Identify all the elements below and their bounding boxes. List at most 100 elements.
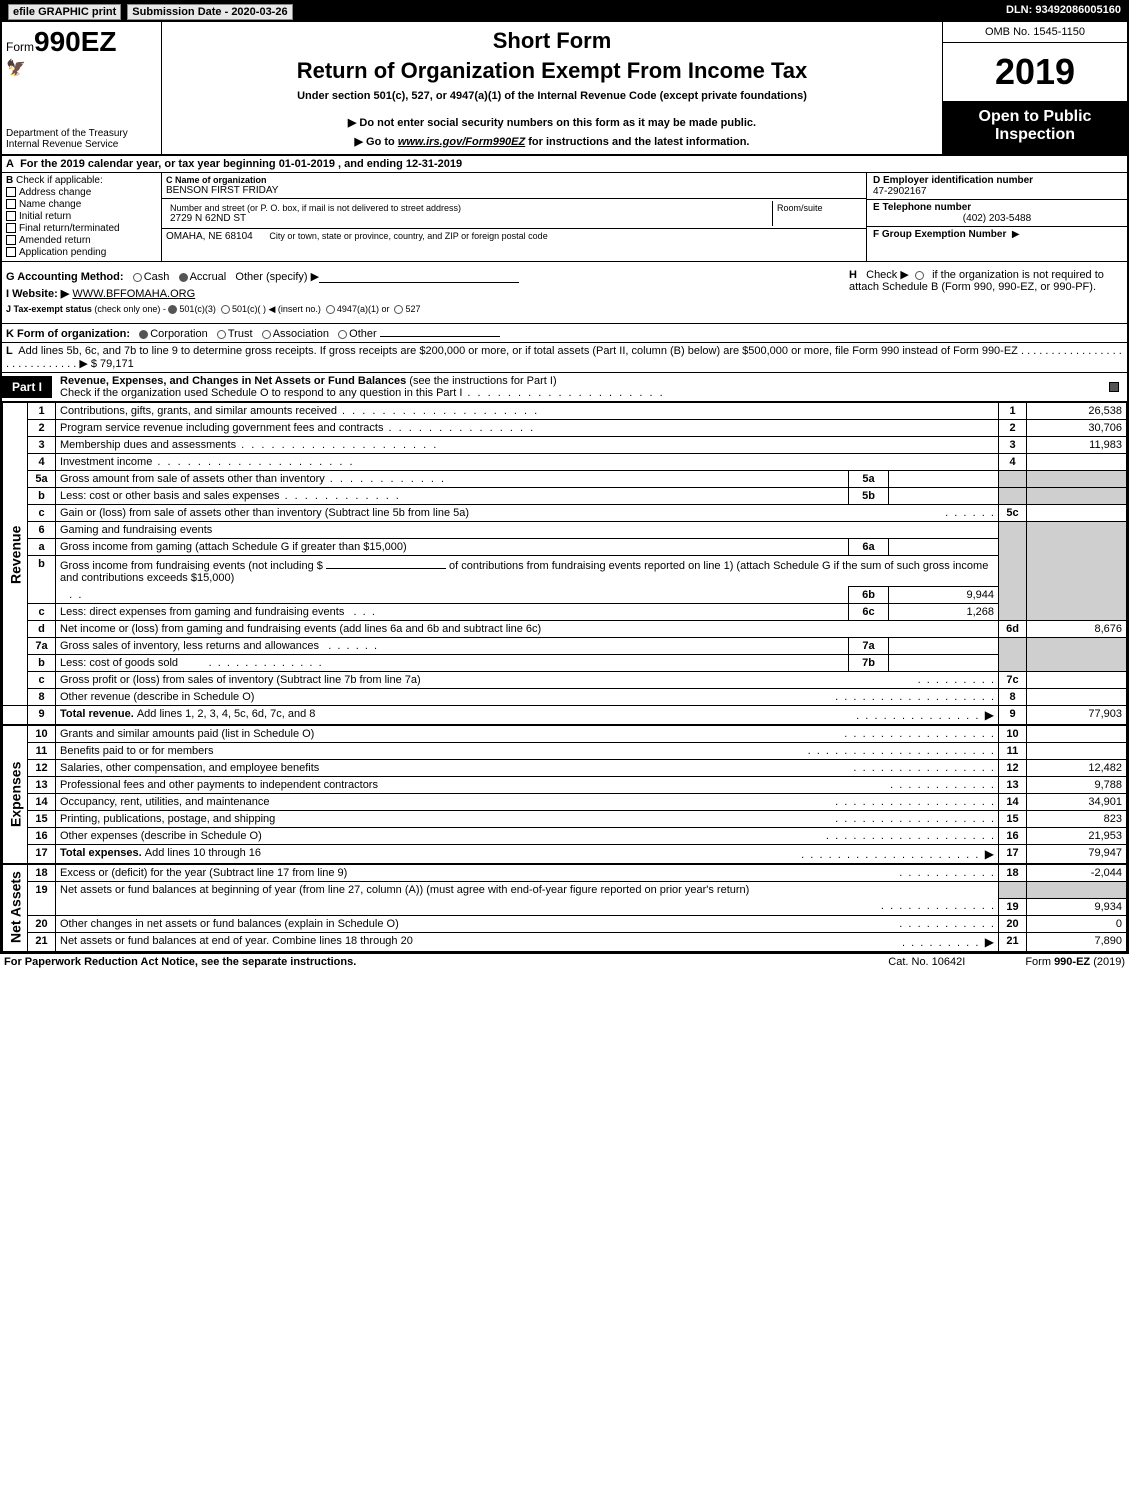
line-6a-subamt bbox=[889, 539, 999, 556]
phone-value: (402) 203-5488 bbox=[873, 213, 1121, 224]
line-10-amount bbox=[1027, 725, 1127, 743]
line-5c-amount bbox=[1027, 505, 1127, 522]
line-21-amount: 7,890 bbox=[1027, 932, 1127, 951]
line-20-num: 20 bbox=[28, 915, 56, 932]
chk-final-return[interactable]: Final return/terminated bbox=[6, 223, 157, 234]
other-org-input[interactable] bbox=[380, 326, 500, 337]
line-12-box: 12 bbox=[999, 760, 1027, 777]
line-8-box: 8 bbox=[999, 689, 1027, 706]
grey-cell bbox=[1027, 522, 1127, 539]
line-3-num: 3 bbox=[28, 437, 56, 454]
goto-link[interactable]: www.irs.gov/Form990EZ bbox=[398, 136, 525, 148]
part-i-title-suffix: (see the instructions for Part I) bbox=[409, 375, 556, 387]
line-20-amount: 0 bbox=[1027, 915, 1127, 932]
grey-cell bbox=[1027, 488, 1127, 505]
line-13-amount: 9,788 bbox=[1027, 777, 1127, 794]
line-7c-desc: Gross profit or (loss) from sales of inv… bbox=[60, 674, 421, 686]
line-18-amount: -2,044 bbox=[1027, 864, 1127, 882]
line-5b-desc: Less: cost or other basis and sales expe… bbox=[60, 490, 401, 502]
line-h: H Check ▶ if the organization is not req… bbox=[843, 266, 1123, 319]
line-6c-subbox: 6c bbox=[849, 604, 889, 621]
chk-address-change[interactable]: Address change bbox=[6, 187, 157, 198]
chk-initial-return[interactable]: Initial return bbox=[6, 211, 157, 222]
grey-cell bbox=[1027, 638, 1127, 655]
chk-application-pending[interactable]: Application pending bbox=[6, 247, 157, 258]
line-5a-desc: Gross amount from sale of assets other t… bbox=[60, 473, 446, 485]
form-page-id: Form 990-EZ (2019) bbox=[1025, 956, 1125, 968]
irs-label: Internal Revenue Service bbox=[6, 139, 157, 150]
section-b: B Check if applicable: Address change Na… bbox=[2, 173, 162, 261]
line-13-box: 13 bbox=[999, 777, 1027, 794]
fundraising-contrib-input[interactable] bbox=[326, 558, 446, 569]
line-7a-desc: Gross sales of inventory, less returns a… bbox=[60, 640, 319, 652]
radio-other-org[interactable] bbox=[338, 330, 347, 339]
line-5a-subamt bbox=[889, 471, 999, 488]
line-2-desc: Program service revenue including govern… bbox=[60, 422, 535, 434]
line-15-desc: Printing, publications, postage, and shi… bbox=[60, 813, 275, 825]
radio-trust[interactable] bbox=[217, 330, 226, 339]
line-3-amount: 11,983 bbox=[1027, 437, 1127, 454]
line-17-amount: 79,947 bbox=[1027, 845, 1127, 865]
part-i-table: Revenue 1 Contributions, gifts, grants, … bbox=[2, 402, 1127, 952]
line-7b-num: b bbox=[28, 655, 56, 672]
radio-cash[interactable] bbox=[133, 273, 142, 282]
efile-button[interactable]: efile GRAPHIC print bbox=[8, 4, 121, 20]
part-i-label: Part I bbox=[2, 376, 52, 398]
line-1-amount: 26,538 bbox=[1027, 403, 1127, 420]
submission-date-button[interactable]: Submission Date - 2020-03-26 bbox=[127, 4, 292, 20]
line-1-box: 1 bbox=[999, 403, 1027, 420]
line-2-box: 2 bbox=[999, 420, 1027, 437]
grey-cell bbox=[999, 638, 1027, 655]
radio-501c3[interactable] bbox=[168, 305, 177, 314]
line-13-desc: Professional fees and other payments to … bbox=[60, 779, 378, 791]
net-assets-label: Net Assets bbox=[3, 864, 28, 951]
goto-instructions: ▶ Go to www.irs.gov/Form990EZ for instru… bbox=[170, 135, 934, 148]
chk-amended-return[interactable]: Amended return bbox=[6, 235, 157, 246]
chk-name-change[interactable]: Name change bbox=[6, 199, 157, 210]
line-5b-subamt bbox=[889, 488, 999, 505]
line-9-amount: 77,903 bbox=[1027, 706, 1127, 726]
radio-4947[interactable] bbox=[326, 305, 335, 314]
line-5c-num: c bbox=[28, 505, 56, 522]
line-j: J Tax-exempt status (check only one) - 5… bbox=[6, 304, 843, 315]
website-link[interactable]: WWW.BFFOMAHA.ORG bbox=[72, 288, 195, 300]
revenue-label: Revenue bbox=[3, 403, 28, 706]
line-15-box: 15 bbox=[999, 811, 1027, 828]
line-14-desc: Occupancy, rent, utilities, and maintena… bbox=[60, 796, 270, 808]
org-street: 2729 N 62ND ST bbox=[170, 213, 768, 224]
line-16-num: 16 bbox=[28, 828, 56, 845]
line-18-desc: Excess or (deficit) for the year (Subtra… bbox=[60, 867, 347, 879]
other-specify-input[interactable] bbox=[319, 271, 519, 283]
line-5a-num: 5a bbox=[28, 471, 56, 488]
line-7a-num: 7a bbox=[28, 638, 56, 655]
line-21-desc: Net assets or fund balances at end of ye… bbox=[60, 935, 413, 947]
section-c: C Name of organization BENSON FIRST FRID… bbox=[162, 173, 867, 261]
return-title: Return of Organization Exempt From Incom… bbox=[170, 58, 934, 84]
line-10-num: 10 bbox=[28, 725, 56, 743]
org-city: OMAHA, NE 68104 bbox=[166, 231, 253, 242]
paperwork-notice: For Paperwork Reduction Act Notice, see … bbox=[4, 956, 828, 968]
cat-no: Cat. No. 10642I bbox=[828, 956, 1025, 968]
chk-schedule-o[interactable] bbox=[1109, 382, 1119, 392]
line-7a-subbox: 7a bbox=[849, 638, 889, 655]
line-7a-subamt bbox=[889, 638, 999, 655]
line-4-amount bbox=[1027, 454, 1127, 471]
radio-corporation[interactable] bbox=[139, 330, 148, 339]
radio-501c[interactable] bbox=[221, 305, 230, 314]
dln-label: DLN: 93492086005160 bbox=[1000, 2, 1127, 22]
chk-schedule-b[interactable] bbox=[915, 271, 924, 280]
radio-527[interactable] bbox=[394, 305, 403, 314]
line-i: I Website: ▶ WWW.BFFOMAHA.ORG bbox=[6, 287, 843, 300]
line-10-box: 10 bbox=[999, 725, 1027, 743]
line-6c-desc: Less: direct expenses from gaming and fu… bbox=[60, 606, 344, 618]
line-14-box: 14 bbox=[999, 794, 1027, 811]
line-19-box: 19 bbox=[999, 898, 1027, 915]
radio-association[interactable] bbox=[262, 330, 271, 339]
part-i-header: Part I Revenue, Expenses, and Changes in… bbox=[2, 373, 1127, 402]
line-5c-desc: Gain or (loss) from sale of assets other… bbox=[60, 507, 469, 519]
line-8-amount bbox=[1027, 689, 1127, 706]
org-name: BENSON FIRST FRIDAY bbox=[166, 185, 862, 196]
radio-accrual[interactable] bbox=[179, 273, 188, 282]
line-k: K Form of organization: Corporation Trus… bbox=[2, 324, 1127, 343]
group-exemption-label: F Group Exemption Number bbox=[873, 229, 1006, 240]
